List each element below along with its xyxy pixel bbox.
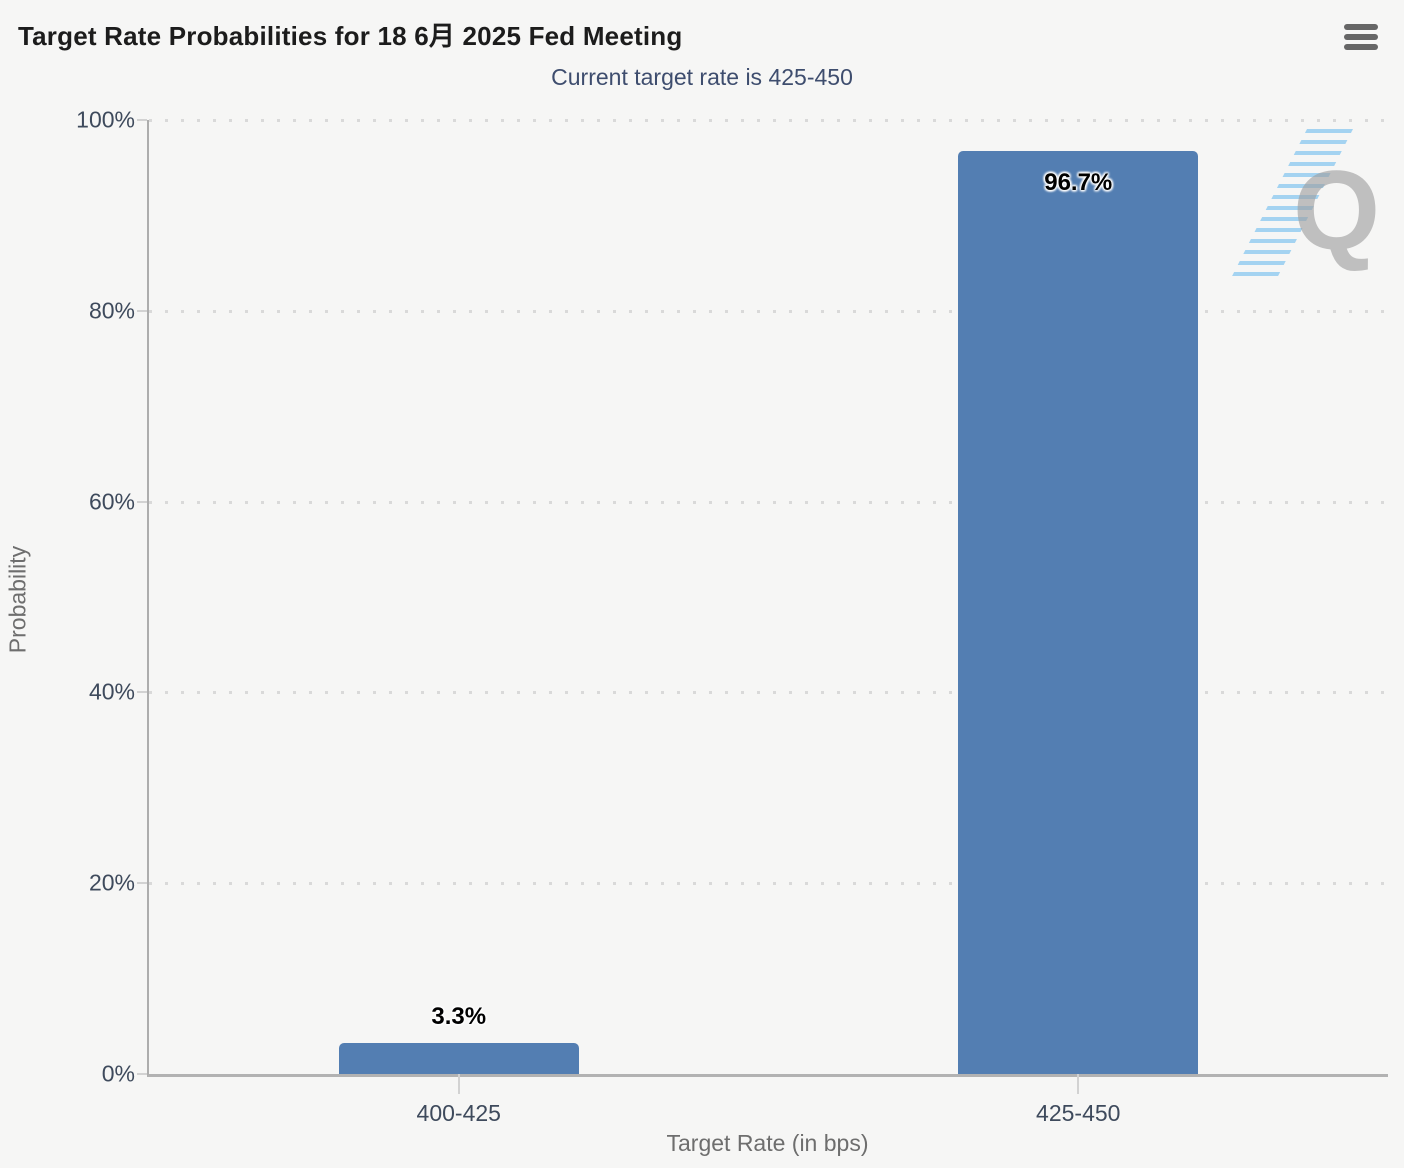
- bar-400-425[interactable]: [338, 1042, 579, 1074]
- y-tick: [137, 1073, 147, 1075]
- y-tick: [137, 309, 147, 312]
- y-tick-label-20: 20%: [88, 869, 135, 896]
- hamburger-bar: [1344, 24, 1378, 30]
- y-axis-title: Probability: [4, 545, 31, 654]
- gridline-100: [149, 119, 1388, 122]
- x-axis-title: Target Rate (in bps): [666, 1130, 869, 1156]
- x-tick: [1077, 1074, 1080, 1094]
- gridline-20: [149, 882, 1388, 886]
- bar-value-label-425-450: 96.7%: [1044, 169, 1113, 197]
- hamburger-bar: [1344, 34, 1378, 40]
- y-tick-label-60: 60%: [88, 488, 135, 515]
- y-tick: [137, 119, 147, 121]
- chart-title: Target Rate Probabilities for 18 6月 2025…: [18, 21, 683, 51]
- gridline-40: [149, 691, 1388, 695]
- y-tick-label-0: 0%: [101, 1060, 135, 1087]
- hamburger-bar: [1344, 44, 1378, 50]
- y-tick: [137, 500, 147, 503]
- gridline-60: [149, 500, 1388, 504]
- y-tick: [137, 882, 147, 885]
- y-tick: [137, 691, 147, 694]
- plot-area: 100% 80% 60% 40% 20% 0% 3.3% 96.7% 400-4…: [76, 107, 1388, 1126]
- bar-425-450[interactable]: [958, 151, 1199, 1074]
- x-category-label-400-425: 400-425: [416, 1100, 501, 1126]
- hamburger-menu-icon[interactable]: [1344, 22, 1380, 52]
- y-tick-label-80: 80%: [88, 297, 135, 324]
- x-category-label-425-450: 425-450: [1036, 1100, 1121, 1126]
- bar-value-label-400-425: 3.3%: [431, 1002, 487, 1030]
- y-tick-label-100: 100%: [76, 106, 135, 133]
- y-tick-label-40: 40%: [88, 678, 135, 705]
- chart-subtitle: Current target rate is 425-450: [551, 64, 853, 90]
- x-tick: [457, 1074, 460, 1094]
- gridline-80: [149, 309, 1388, 313]
